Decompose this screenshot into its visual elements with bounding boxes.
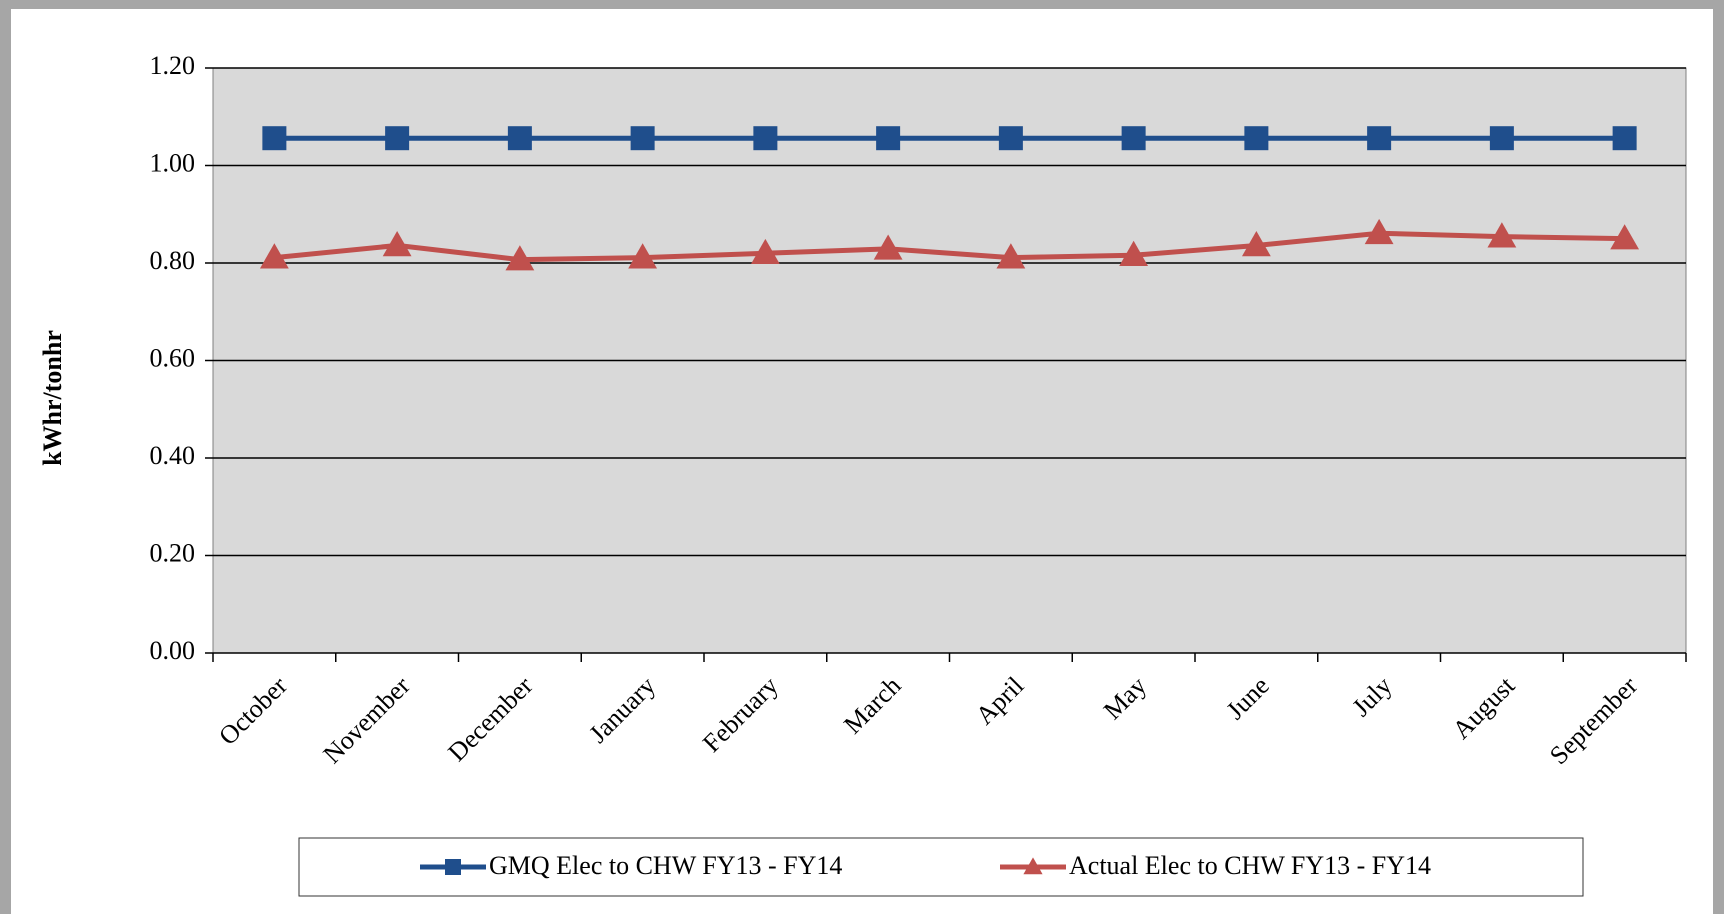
data-point [1489,126,1514,151]
y-tick-label: 0.00 [150,636,196,665]
data-point [385,126,410,151]
legend-label: GMQ Elec to CHW FY13 - FY14 [489,851,842,880]
y-tick-label: 0.80 [150,246,196,275]
data-point [750,238,780,265]
data-point [753,126,778,151]
data-point [996,243,1026,269]
data-point [998,126,1023,151]
legend-box [298,837,1584,897]
y-axis-label: kWhr/tonhr [38,330,67,466]
data-point [382,231,412,257]
data-point [507,126,532,151]
y-tick-label: 1.20 [150,51,196,80]
data-point [505,245,535,271]
data-point [1244,126,1269,151]
data-point [628,243,658,269]
data-point [1241,231,1271,257]
legend-marker [1023,857,1043,875]
y-tick-label: 1.00 [150,148,196,177]
data-point [1610,224,1640,250]
data-point [1367,126,1392,151]
y-tick-label: 0.60 [150,343,196,372]
data-point [259,243,289,269]
data-point [1364,218,1394,245]
series-line [274,230,1625,263]
data-point [630,126,655,151]
data-point [1119,240,1149,266]
data-point [1612,126,1637,151]
y-tick-label: 0.40 [150,441,196,470]
legend-marker [445,859,461,875]
data-point [1121,126,1146,151]
y-tick-label: 0.20 [150,538,196,567]
data-point [876,126,901,151]
data-point [262,126,287,151]
data-point [873,234,903,260]
data-point [1487,222,1517,248]
legend-label: Actual Elec to CHW FY13 - FY14 [1069,851,1431,880]
